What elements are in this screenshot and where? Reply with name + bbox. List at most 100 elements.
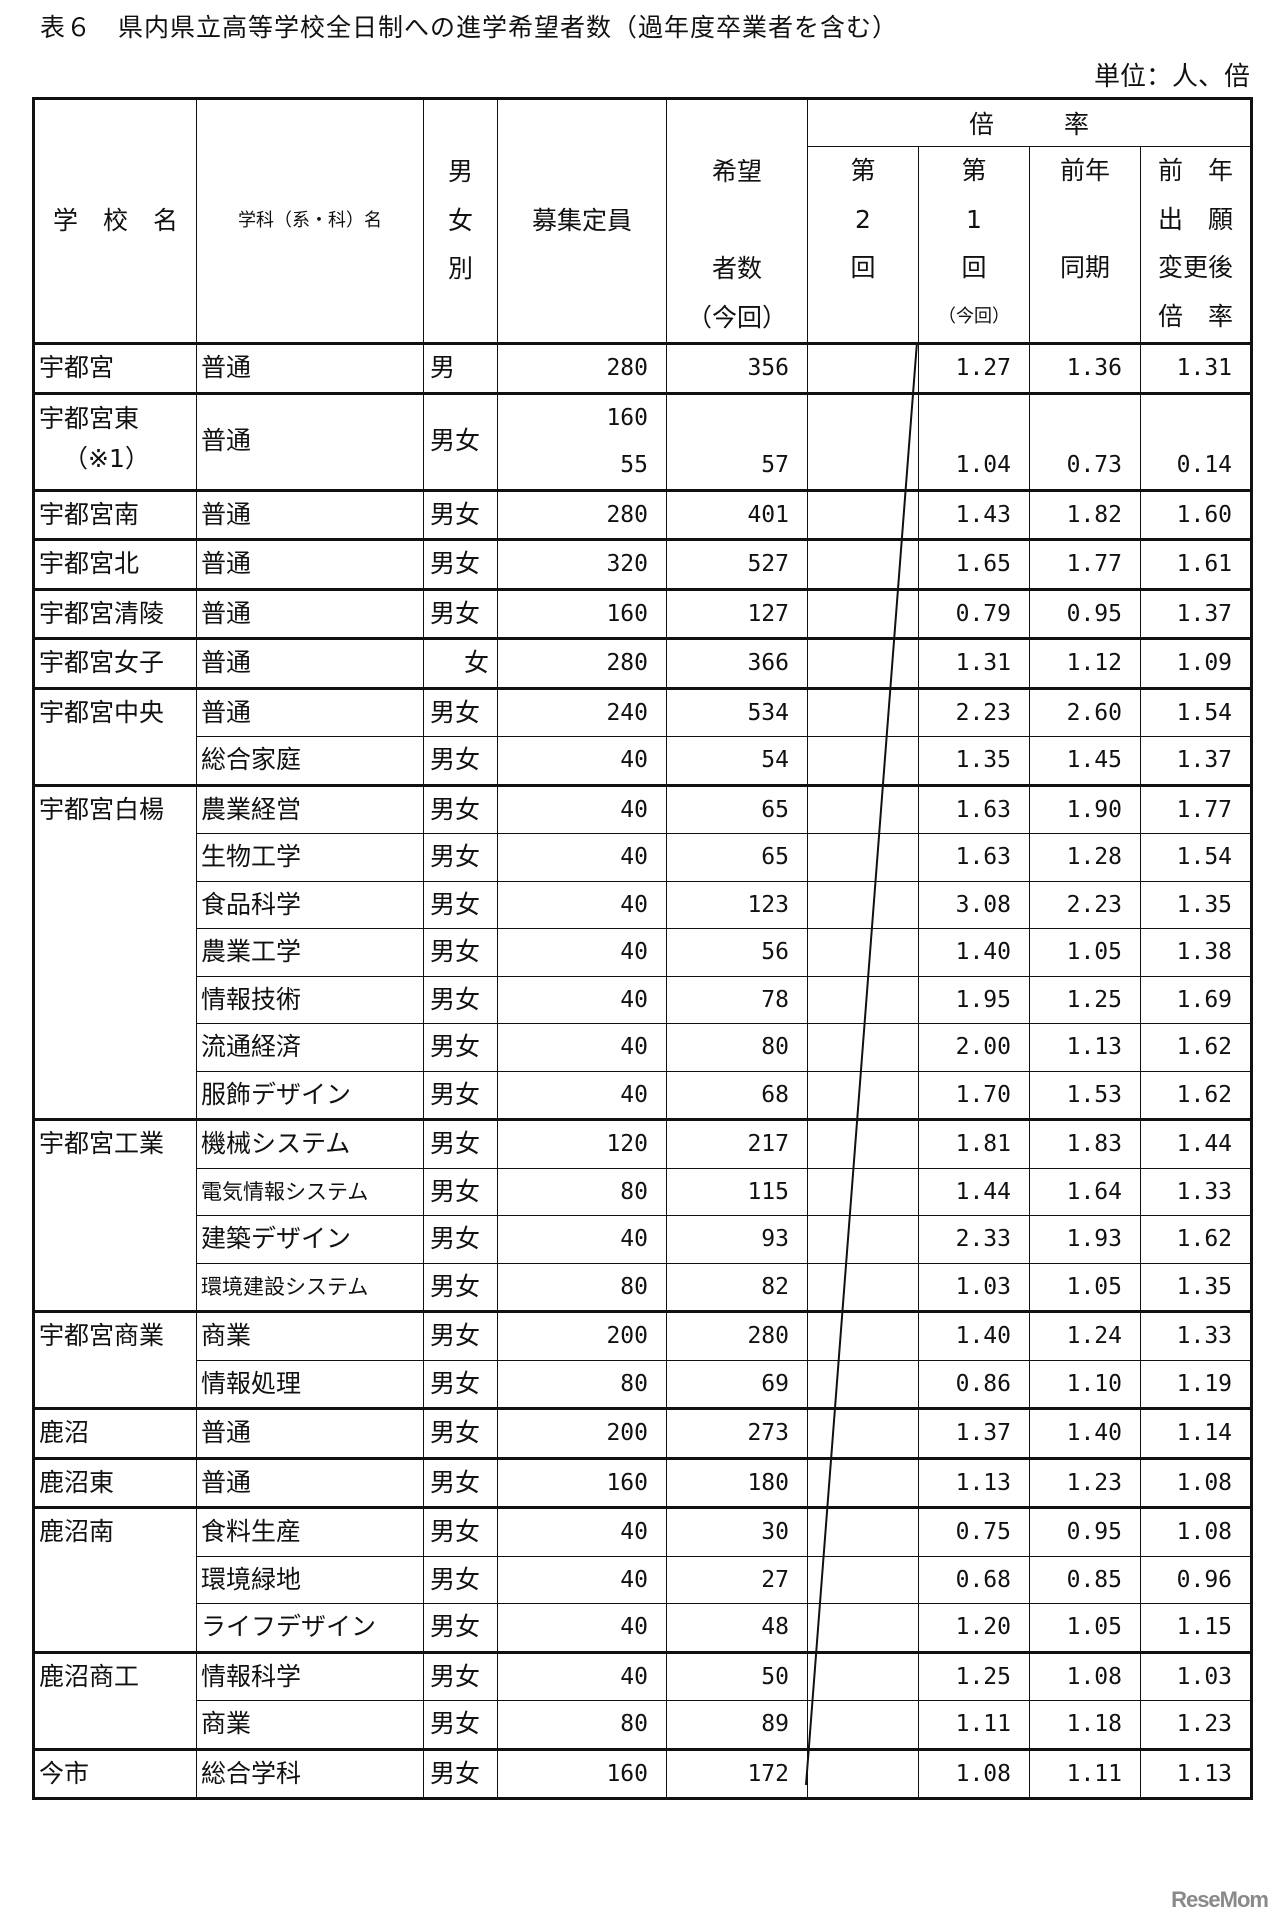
applicants: 50	[666, 1650, 808, 1701]
school-name-text: 鹿沼	[39, 1418, 90, 1447]
applicants: 48	[666, 1603, 808, 1653]
table-row: 宇都宮工業 機械システム 男女 120 217 1.81 1.83 1.44	[33, 1118, 1253, 1312]
department-name: 情報処理	[196, 1359, 424, 1409]
header-capacity: 募集定員	[497, 98, 667, 344]
applicants: 172	[666, 1747, 808, 1799]
gender: 男女	[423, 488, 498, 540]
school-name: 鹿沼南	[33, 1506, 197, 1653]
gender: 男女	[423, 928, 498, 977]
gender: 男	[423, 342, 498, 394]
header-gender: 男女別	[423, 98, 498, 344]
school-name: 宇都宮	[33, 342, 197, 394]
gender: 男女	[423, 686, 498, 737]
prev-after: 1.62	[1139, 1023, 1253, 1072]
prev-after: 1.54	[1139, 833, 1253, 882]
prev: 1.10	[1029, 1359, 1141, 1409]
department-name: 情報科学	[196, 1650, 424, 1701]
capacity: 280	[497, 637, 667, 689]
gender: 男女	[423, 538, 498, 590]
capacity: 40	[497, 783, 667, 834]
header-applicants: 希望 者数 （今回）	[666, 98, 808, 344]
capacity: 80	[497, 1262, 667, 1312]
prev-after: 1.44	[1139, 1118, 1253, 1169]
capacity: 80	[497, 1700, 667, 1750]
header-ratio1-line: 第	[961, 156, 987, 185]
header-prev-line	[1031, 293, 1140, 342]
school-name: 鹿沼東	[33, 1456, 197, 1508]
applicants: 65	[666, 833, 808, 882]
applicants: 27	[666, 1555, 808, 1604]
capacity: 280	[497, 342, 667, 394]
header-capacity-line	[499, 294, 666, 343]
ratio2	[807, 637, 919, 689]
capacity: 40	[497, 928, 667, 977]
capacity: 40	[497, 1506, 667, 1557]
header-applicants-line	[668, 197, 807, 246]
school-name-text: 鹿沼南	[39, 1517, 115, 1546]
header-applicants-line: （今回）	[686, 302, 787, 332]
school-name-text: 宇都宮工業	[39, 1129, 165, 1158]
department-name: 電気情報システム	[196, 1167, 424, 1216]
gender: 男女	[423, 1023, 498, 1072]
header-dept-line: 学科（系・科）名	[238, 209, 382, 231]
school-name-text: 宇都宮	[39, 353, 115, 382]
table-row: 服飾デザイン 男女 40 68 1.70 1.53 1.62	[34, 1070, 1253, 1120]
ratio2	[807, 1023, 919, 1072]
prev-after: 1.61	[1139, 538, 1253, 590]
prev-after: 0.14	[1139, 391, 1253, 491]
table-row: 建築デザイン 男女 40 93 2.33 1.93 1.62	[34, 1215, 1253, 1264]
department-name: 総合学科	[196, 1747, 424, 1799]
gender: 男女	[423, 587, 498, 639]
ratio1: 1.95	[918, 975, 1030, 1024]
ratio1: 1.65	[918, 538, 1030, 590]
ratio1: 1.27	[918, 342, 1030, 394]
school-name-text: 宇都宮南	[39, 499, 140, 529]
capacity: 200	[497, 1407, 667, 1459]
ratio1: 0.68	[918, 1555, 1030, 1604]
gender: 男女	[423, 880, 498, 929]
capacity-value-2: 55	[620, 451, 648, 478]
gender: 男女	[423, 1407, 498, 1459]
school-note: （※1）	[63, 443, 150, 473]
school-name: 宇都宮女子	[33, 637, 197, 689]
capacity: 40	[497, 1023, 667, 1072]
capacity: 40	[497, 975, 667, 1024]
capacity: 200	[497, 1310, 667, 1361]
prev: 1.90	[1029, 783, 1141, 834]
header-row-sub: 第 2 回第 1 回（今回） 前年 同期前 年出 願変更後倍 率	[34, 146, 1253, 344]
applicants: 30	[666, 1506, 808, 1557]
header-school-line: 学 校 名	[52, 205, 178, 235]
prev-after: 1.14	[1139, 1407, 1253, 1459]
prev-after: 0.96	[1139, 1555, 1253, 1604]
ratio2	[807, 1215, 919, 1264]
table-row: 生物工学 男女 40 65 1.63 1.28 1.54	[34, 833, 1253, 882]
prev-after: 1.19	[1139, 1359, 1253, 1409]
ratio1: 0.75	[918, 1506, 1030, 1557]
gender: 男女	[423, 391, 498, 491]
department-name: 商業	[196, 1310, 424, 1361]
ratio1: 2.00	[918, 1023, 1030, 1072]
ratio2	[807, 1407, 919, 1459]
ratio1: 1.40	[918, 928, 1030, 977]
prev: 1.05	[1029, 928, 1141, 977]
prev: 1.05	[1029, 1603, 1141, 1653]
ratio2	[807, 587, 919, 639]
capacity: 80	[497, 1167, 667, 1216]
capacity: 280	[497, 488, 667, 540]
applicants-table: 学 校 名学科（系・科）名男女別募集定員 希望 者数 （今回） 倍率第 2 回第 1 回（今回）…	[32, 97, 1254, 1800]
department-name: 普通	[196, 587, 424, 639]
capacity: 320	[497, 538, 667, 590]
department-name: ライフデザイン	[196, 1603, 424, 1653]
table-row: 鹿沼南 食料生産 男女 40 30 0.75 0.95 1.08	[33, 1506, 1253, 1653]
header-school-line	[35, 148, 196, 197]
applicants: 68	[666, 1070, 808, 1120]
table-row: 宇都宮北 普通 男女 320 527 1.65 1.77 1.61	[33, 538, 1253, 590]
capacity: 160	[497, 1456, 667, 1508]
gender: 男女	[423, 783, 498, 834]
prev: 1.64	[1029, 1167, 1141, 1216]
applicants: 82	[666, 1262, 808, 1312]
header-capacity-line	[499, 245, 666, 294]
prev-after: 1.62	[1139, 1215, 1253, 1264]
school-name-text: 宇都宮商業	[39, 1321, 165, 1350]
prev: 1.25	[1029, 975, 1141, 1024]
